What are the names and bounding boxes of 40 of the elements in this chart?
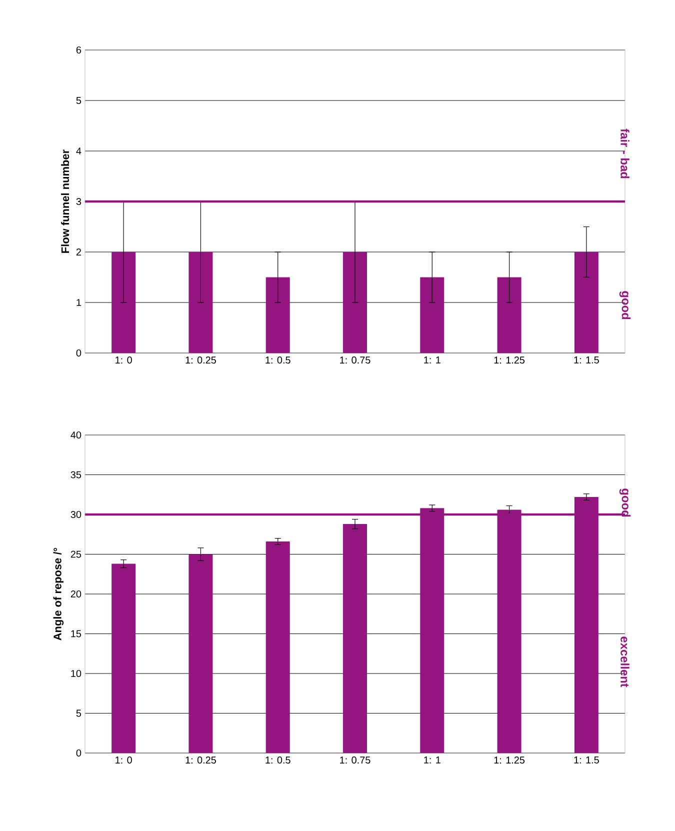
x-tick-label: 1: 0.5	[266, 356, 290, 364]
y-tick-label: 1	[76, 299, 81, 306]
y-axis-title: Flow funnel number	[61, 150, 70, 253]
y-tick-label: 4	[76, 148, 82, 154]
x-tick-label: 1: 0.75	[340, 756, 370, 764]
x-tick-label: 1: 0.25	[186, 756, 216, 764]
y-tick-label: 10	[71, 670, 82, 678]
y-tick-label: 30	[70, 510, 82, 518]
y-tick-label: 2	[76, 248, 81, 256]
y-tick-label: 20	[70, 590, 82, 598]
x-tick-label: 1: 0	[116, 356, 132, 364]
y-tick-label: 25	[70, 550, 82, 558]
x-tick-label: 1: 0.75	[340, 356, 370, 364]
y-tick-label: 5	[76, 97, 82, 104]
x-tick-label: 1: 1.25	[494, 756, 525, 764]
x-tick-label: 1: 0	[116, 756, 132, 764]
y-tick-label: 0	[76, 749, 82, 757]
y-tick-label: 5	[76, 710, 82, 717]
y-tick-label: 40	[70, 431, 82, 439]
x-tick-label: 1: 1.5	[574, 356, 599, 364]
bar	[343, 524, 367, 753]
x-tick-label: 1: 1.25	[494, 356, 525, 364]
y-tick-label: 15	[71, 630, 82, 638]
x-tick-label: 1: 0.25	[186, 356, 216, 364]
x-tick-label: 1: 1.5	[574, 756, 599, 764]
bar	[112, 564, 136, 753]
y-tick-label: 0	[76, 349, 82, 357]
y-tick-label: 3	[76, 198, 82, 206]
annotation: excellent	[620, 636, 630, 688]
y-axis-title: Angle of repose /°	[53, 548, 64, 640]
y-tick-label: 35	[70, 471, 82, 478]
bar	[266, 542, 290, 753]
annotation: good	[619, 488, 631, 517]
x-tick-label: 1: 1	[424, 356, 440, 364]
annotation: fair - bad	[620, 128, 630, 178]
x-tick-label: 1: 1	[424, 756, 440, 764]
x-tick-label: 1: 0.5	[266, 756, 290, 764]
annotation: good	[619, 291, 631, 320]
y-tick-label: 6	[76, 46, 82, 54]
bar	[188, 554, 213, 753]
